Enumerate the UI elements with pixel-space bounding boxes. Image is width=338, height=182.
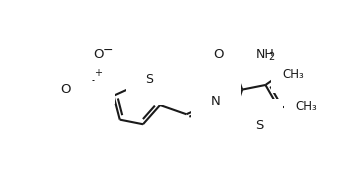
Text: NH: NH	[256, 48, 274, 62]
Text: S: S	[145, 73, 153, 86]
Text: N: N	[211, 95, 221, 108]
Text: O: O	[214, 48, 224, 62]
Text: O: O	[60, 83, 71, 96]
Text: 2: 2	[268, 52, 275, 62]
Text: CH₃: CH₃	[283, 68, 304, 81]
Text: CH₃: CH₃	[296, 100, 317, 113]
Text: +: +	[94, 68, 102, 78]
Text: O: O	[93, 48, 103, 61]
Text: S: S	[255, 119, 263, 132]
Text: N: N	[86, 71, 95, 84]
Text: −: −	[103, 44, 113, 57]
